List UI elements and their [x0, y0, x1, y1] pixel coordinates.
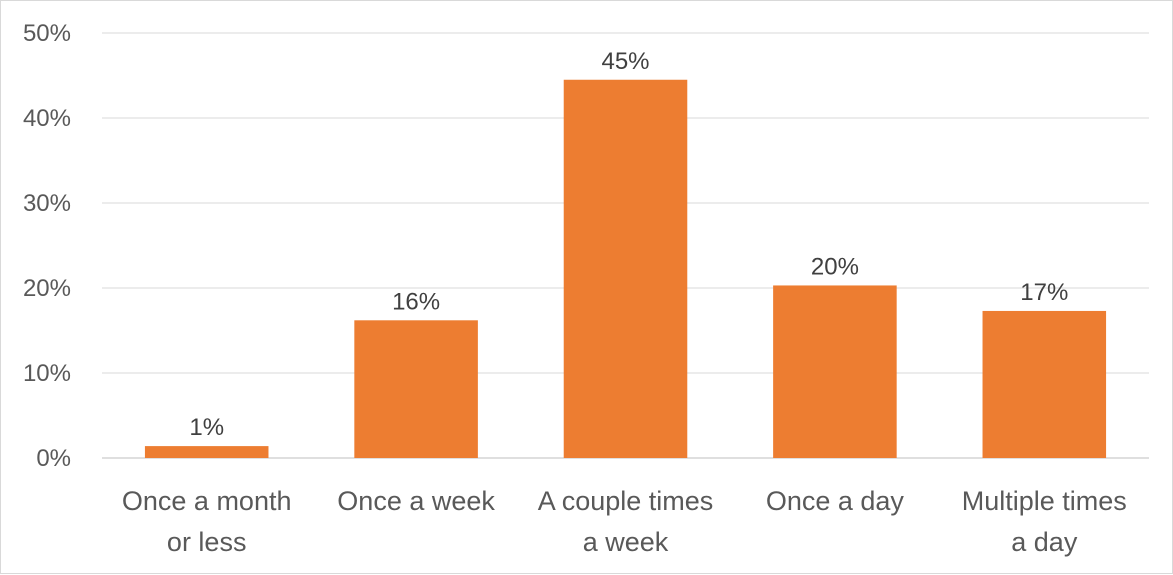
bar [354, 320, 478, 458]
x-category-label: A couple times a week [538, 486, 714, 557]
y-tick-label: 0% [36, 445, 71, 472]
data-label: 20% [811, 253, 859, 280]
x-category-label-line: a week [583, 527, 669, 557]
data-label: 16% [392, 288, 440, 315]
x-category-label-line: A couple times [538, 486, 714, 516]
y-tick-label: 20% [23, 275, 71, 302]
x-category-label-line: Once a month [122, 486, 292, 516]
x-category-label-line: Multiple times [962, 486, 1127, 516]
bar-layer [144, 79, 1107, 458]
x-category-label: Once a day [766, 486, 905, 516]
x-category-label: Multiple times a day [962, 486, 1127, 557]
data-label: 17% [1020, 279, 1068, 306]
x-category-label-line: Once a day [766, 486, 905, 516]
x-category-label-line: Once a week [337, 486, 495, 516]
y-tick-label: 30% [23, 190, 71, 217]
y-tick-label: 10% [23, 360, 71, 387]
bar [982, 310, 1107, 458]
x-category-label: Once a month or less [122, 486, 292, 557]
data-label: 1% [189, 414, 224, 441]
x-category-label: Once a week [337, 486, 495, 516]
label-layer: 0% 10% 20% 30% 40% 50% 1% Once a month or less 16… [23, 20, 1127, 557]
bar [563, 79, 688, 458]
x-category-label-line: or less [167, 527, 247, 557]
data-label: 45% [601, 48, 649, 75]
bar [773, 285, 897, 458]
y-tick-label: 40% [23, 105, 71, 132]
x-category-label-line: a day [1011, 527, 1078, 557]
y-tick-label: 50% [23, 20, 71, 47]
bar [144, 446, 269, 458]
